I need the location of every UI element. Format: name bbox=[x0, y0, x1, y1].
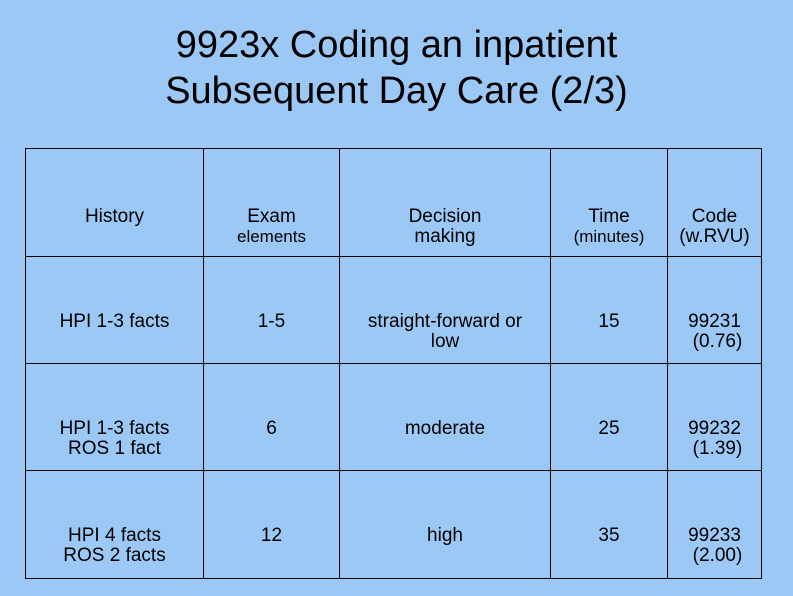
cell-time: 15 bbox=[550, 256, 668, 364]
cell-exam: 12 bbox=[203, 470, 340, 579]
slide-title: 9923x Coding an inpatient Subsequent Day… bbox=[0, 22, 793, 114]
header-history: History bbox=[25, 148, 204, 257]
coding-table: History Exam elements Decision making Ti… bbox=[25, 148, 762, 579]
cell-decision: straight-forward or low bbox=[339, 256, 551, 364]
table-row: HPI 1-3 facts ROS 1 fact 6 moderate 25 9… bbox=[25, 363, 762, 471]
header-time: Time (minutes) bbox=[550, 148, 668, 257]
cell-code: 99231 (0.76) bbox=[667, 256, 762, 364]
cell-time: 25 bbox=[550, 363, 668, 471]
cell-time: 35 bbox=[550, 470, 668, 579]
table-row: HPI 1-3 facts 1-5 straight-forward or lo… bbox=[25, 256, 762, 364]
title-line-2: Subsequent Day Care (2/3) bbox=[165, 70, 628, 112]
cell-history: HPI 1-3 facts bbox=[25, 256, 204, 364]
title-line-1: 9923x Coding an inpatient bbox=[175, 24, 618, 66]
header-decision: Decision making bbox=[339, 148, 551, 257]
cell-history: HPI 4 facts ROS 2 facts bbox=[25, 470, 204, 579]
header-exam: Exam elements bbox=[203, 148, 340, 257]
cell-code: 99233 (2.00) bbox=[667, 470, 762, 579]
table-row: HPI 4 facts ROS 2 facts 12 high 35 99233… bbox=[25, 470, 762, 579]
header-code: Code (w.RVU) bbox=[667, 148, 762, 257]
cell-exam: 1-5 bbox=[203, 256, 340, 364]
cell-decision: high bbox=[339, 470, 551, 579]
header-row: History Exam elements Decision making Ti… bbox=[25, 148, 762, 257]
cell-exam: 6 bbox=[203, 363, 340, 471]
cell-decision: moderate bbox=[339, 363, 551, 471]
cell-code: 99232 (1.39) bbox=[667, 363, 762, 471]
cell-history: HPI 1-3 facts ROS 1 fact bbox=[25, 363, 204, 471]
